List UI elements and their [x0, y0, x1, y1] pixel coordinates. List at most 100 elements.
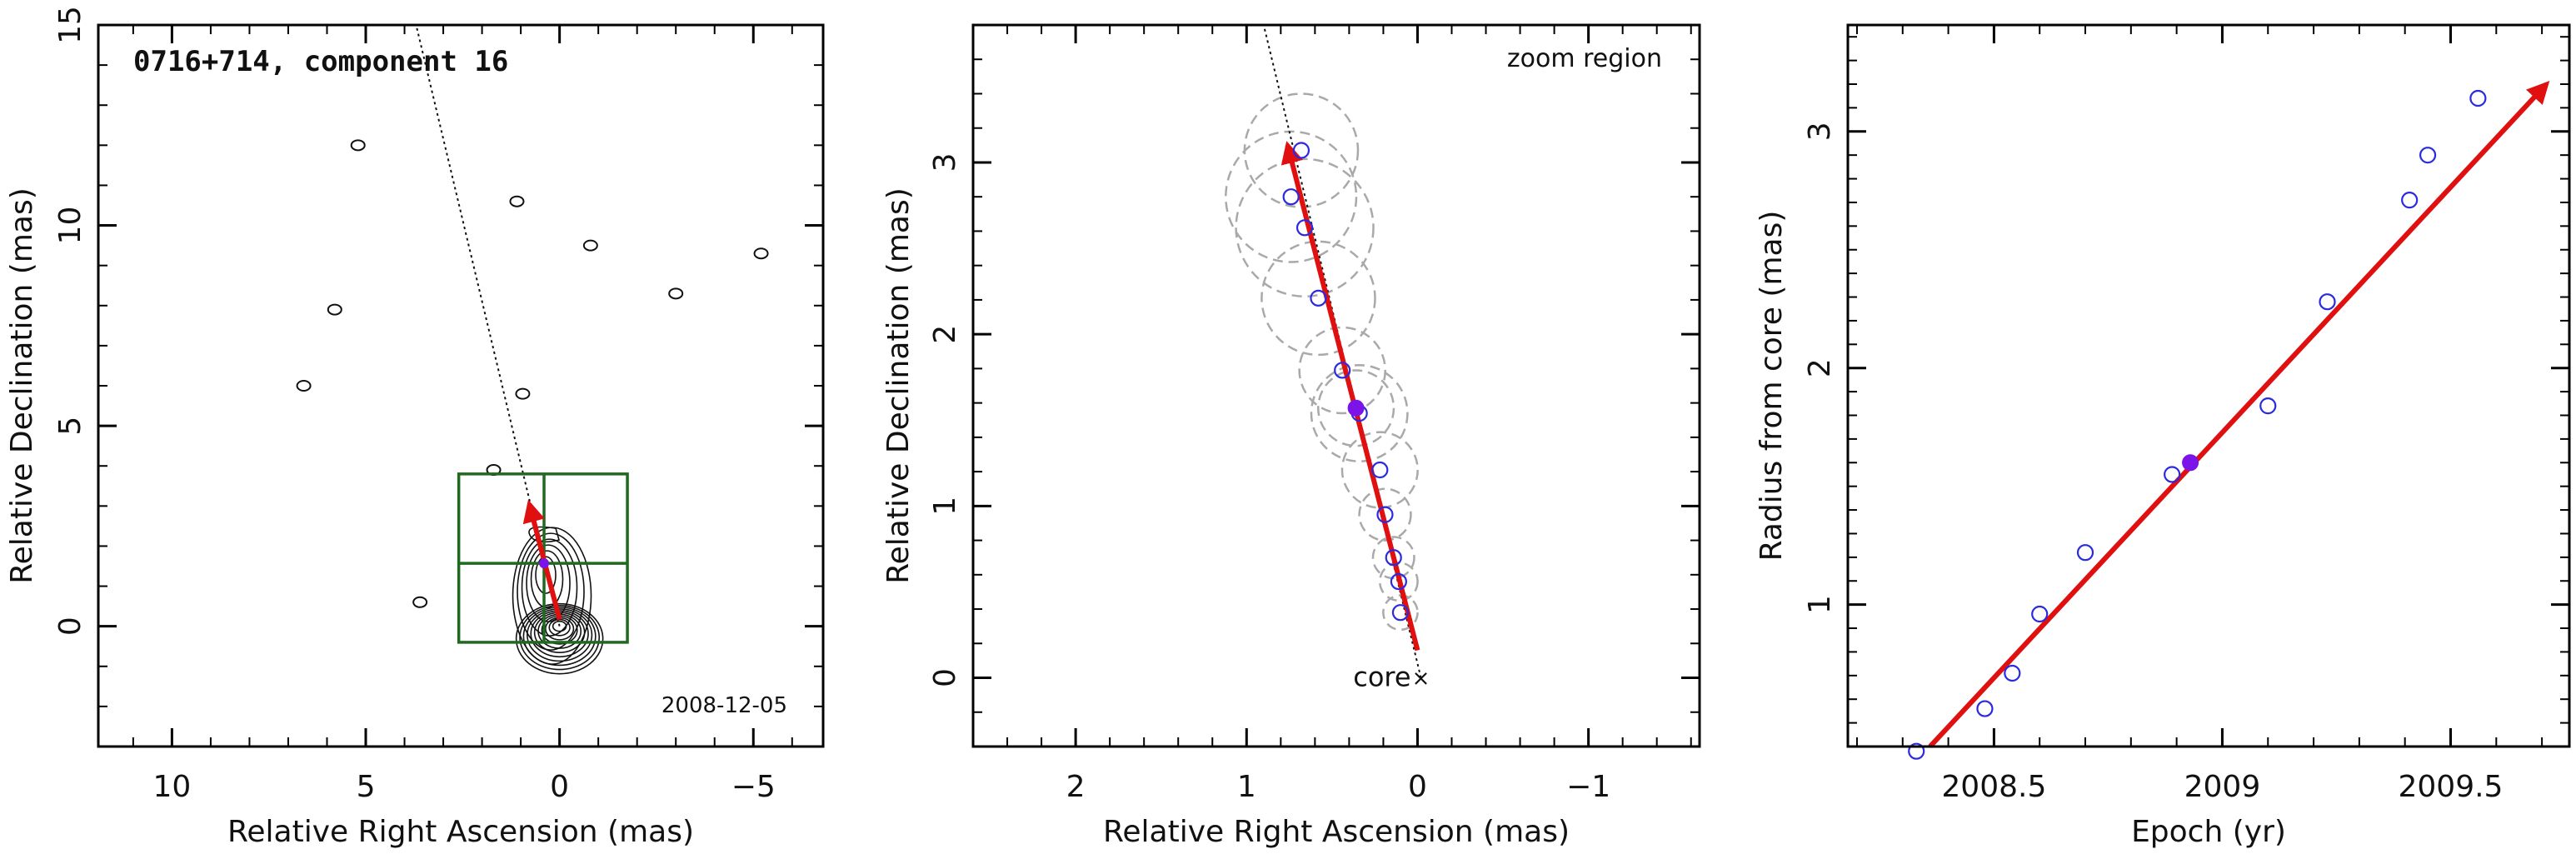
p1-isolated-contour: [668, 287, 684, 300]
p2-core-marker: ×: [1412, 667, 1430, 692]
p2-track-arrow: [1281, 141, 1420, 652]
p3-data-point: [2419, 147, 2437, 164]
p1-jet-contour: [535, 556, 557, 594]
p1-core-contour: [527, 608, 593, 662]
p2-component-circles: [1225, 92, 1419, 632]
p2-frame: [971, 23, 1701, 748]
p1-y-tick-label: 10: [53, 207, 87, 245]
p2-data-point: [1385, 549, 1402, 567]
p3-data-point: [2469, 89, 2487, 107]
p2-ticks: 2 1 0 −1 0 1 2 3: [928, 24, 1700, 804]
p2-core-label: core: [1353, 662, 1410, 693]
p2-data-point: [1391, 604, 1410, 622]
p2-x-tick-label: 2: [1066, 770, 1086, 804]
p2-data-point: [1376, 506, 1394, 523]
p3-frame: [1846, 23, 2571, 748]
p2-component-size-circle: [1358, 487, 1412, 542]
p1-y-tick-label: 5: [53, 417, 87, 436]
p3-data-point: [2031, 605, 2049, 623]
p1-core-contour: [515, 602, 604, 675]
p3-x-tick-label: 2008.5: [1941, 770, 2046, 804]
p2-component-size-circle: [1225, 130, 1358, 263]
p2-component-size-circle: [1382, 594, 1419, 632]
p3-data-point: [2076, 544, 2094, 562]
p2-y-tick-label: 1: [928, 497, 962, 516]
p2-y-tick-label: 0: [928, 668, 962, 687]
p3-ticks: 2008.5 2009 2009.5 1 2 3: [1803, 25, 2569, 804]
p1-isolated-contour: [509, 195, 525, 207]
p2-data-point: [1292, 142, 1310, 159]
p2-data-point: [1282, 188, 1300, 206]
p1-x-axis-label: Relative Right Ascension (mas): [227, 815, 694, 849]
p2-data-point: [1390, 572, 1407, 591]
p3-points: [1908, 89, 2487, 760]
p3-data-point: [2004, 664, 2021, 682]
p2-component-size-circle: [1310, 364, 1409, 462]
panel-contour-map: 10 5 0 −5 0 5 10 15 0716+714, component 16 2008…: [5, 6, 825, 849]
p1-jet-contour: [526, 544, 571, 622]
p2-x-tick-label: 0: [1408, 770, 1427, 804]
p1-jet-contour: [517, 532, 585, 651]
p1-x-tick-label: −5: [731, 770, 776, 804]
p1-y-axis-label: Relative Declination (mas): [5, 187, 39, 584]
p2-component-size-circle: [1371, 536, 1415, 580]
p1-x-tick-label: 10: [152, 770, 191, 804]
p1-y-tick-label: 15: [53, 6, 87, 44]
p1-isolated-contour: [515, 387, 531, 400]
p2-annotation: zoom region: [1507, 44, 1662, 73]
p1-frame: [97, 23, 825, 748]
p2-data-point: [1371, 461, 1389, 479]
p2-data-point: [1295, 219, 1314, 237]
p1-isolated-contour: [327, 303, 342, 316]
p1-isolated-contours: [296, 139, 769, 608]
p1-isolated-contour: [350, 139, 366, 152]
p1-component-marker: [539, 558, 550, 569]
p1-jet-contour: [521, 538, 578, 637]
p2-component-size-circle: [1235, 157, 1375, 298]
p3-y-tick-label: 3: [1803, 122, 1837, 141]
p3-fit-arrow: [1928, 81, 2550, 749]
p3-y-tick-label: 2: [1803, 358, 1837, 377]
p2-component-size-circle: [1298, 326, 1386, 415]
p1-core-contour: [548, 618, 571, 637]
p3-data-point: [2319, 293, 2336, 311]
p1-ticks: 10 5 0 −5 0 5 10 15: [53, 6, 823, 804]
p2-y-tick-label: 2: [928, 325, 962, 344]
p1-x-tick-label: 5: [357, 770, 376, 804]
p2-component-size-circle: [1340, 431, 1419, 509]
p2-x-tick-label: 1: [1237, 770, 1256, 804]
p3-data-point: [2401, 192, 2419, 209]
p1-isolated-contour: [296, 380, 312, 392]
p1-jet-contour: [530, 550, 564, 608]
panel-radius-vs-epoch: 2008.5 2009 2009.5 1 2 3 Epoch (yr) Radius fr…: [1755, 23, 2571, 849]
p3-x-axis-label: Epoch (yr): [2131, 815, 2286, 849]
p2-y-tick-label: 3: [928, 152, 962, 172]
p1-y-tick-label: 0: [53, 617, 87, 636]
p1-title: 0716+714, component 16: [133, 45, 508, 78]
p3-data-point: [2164, 466, 2181, 483]
p2-component-size-circle: [1261, 240, 1376, 357]
p3-data-point: [1908, 742, 1925, 760]
p2-data-point: [1310, 289, 1327, 307]
p1-date: 2008-12-05: [661, 693, 787, 718]
p1-jet-extension-contour: [528, 526, 561, 543]
p1-isolated-contour: [753, 247, 769, 260]
p3-data-point-filled: [2182, 454, 2199, 472]
p2-data-point: [1334, 362, 1351, 379]
p3-data-point: [2259, 397, 2277, 415]
p2-x-tick-label: −1: [1566, 770, 1610, 804]
p2-component-size-circle: [1316, 369, 1395, 447]
p3-x-tick-label: 2009.5: [2399, 770, 2504, 804]
p2-data-point-filled: [1347, 399, 1365, 417]
p1-core-contour: [519, 604, 601, 671]
p2-y-axis-label: Relative Declination (mas): [881, 187, 916, 584]
p1-core-contours: [512, 526, 604, 675]
p1-isolated-contour: [412, 596, 428, 608]
p3-y-tick-label: 1: [1803, 595, 1837, 614]
p1-isolated-contour: [582, 239, 598, 252]
p1-extrapolated-line: [415, 24, 561, 627]
panel-zoom-region: core × 2 1 0 −1 0 1 2 3 zoom region Relative Ri…: [881, 23, 1701, 849]
p2-points: [1282, 142, 1410, 622]
p2-x-axis-label: Relative Right Ascension (mas): [1103, 815, 1570, 849]
